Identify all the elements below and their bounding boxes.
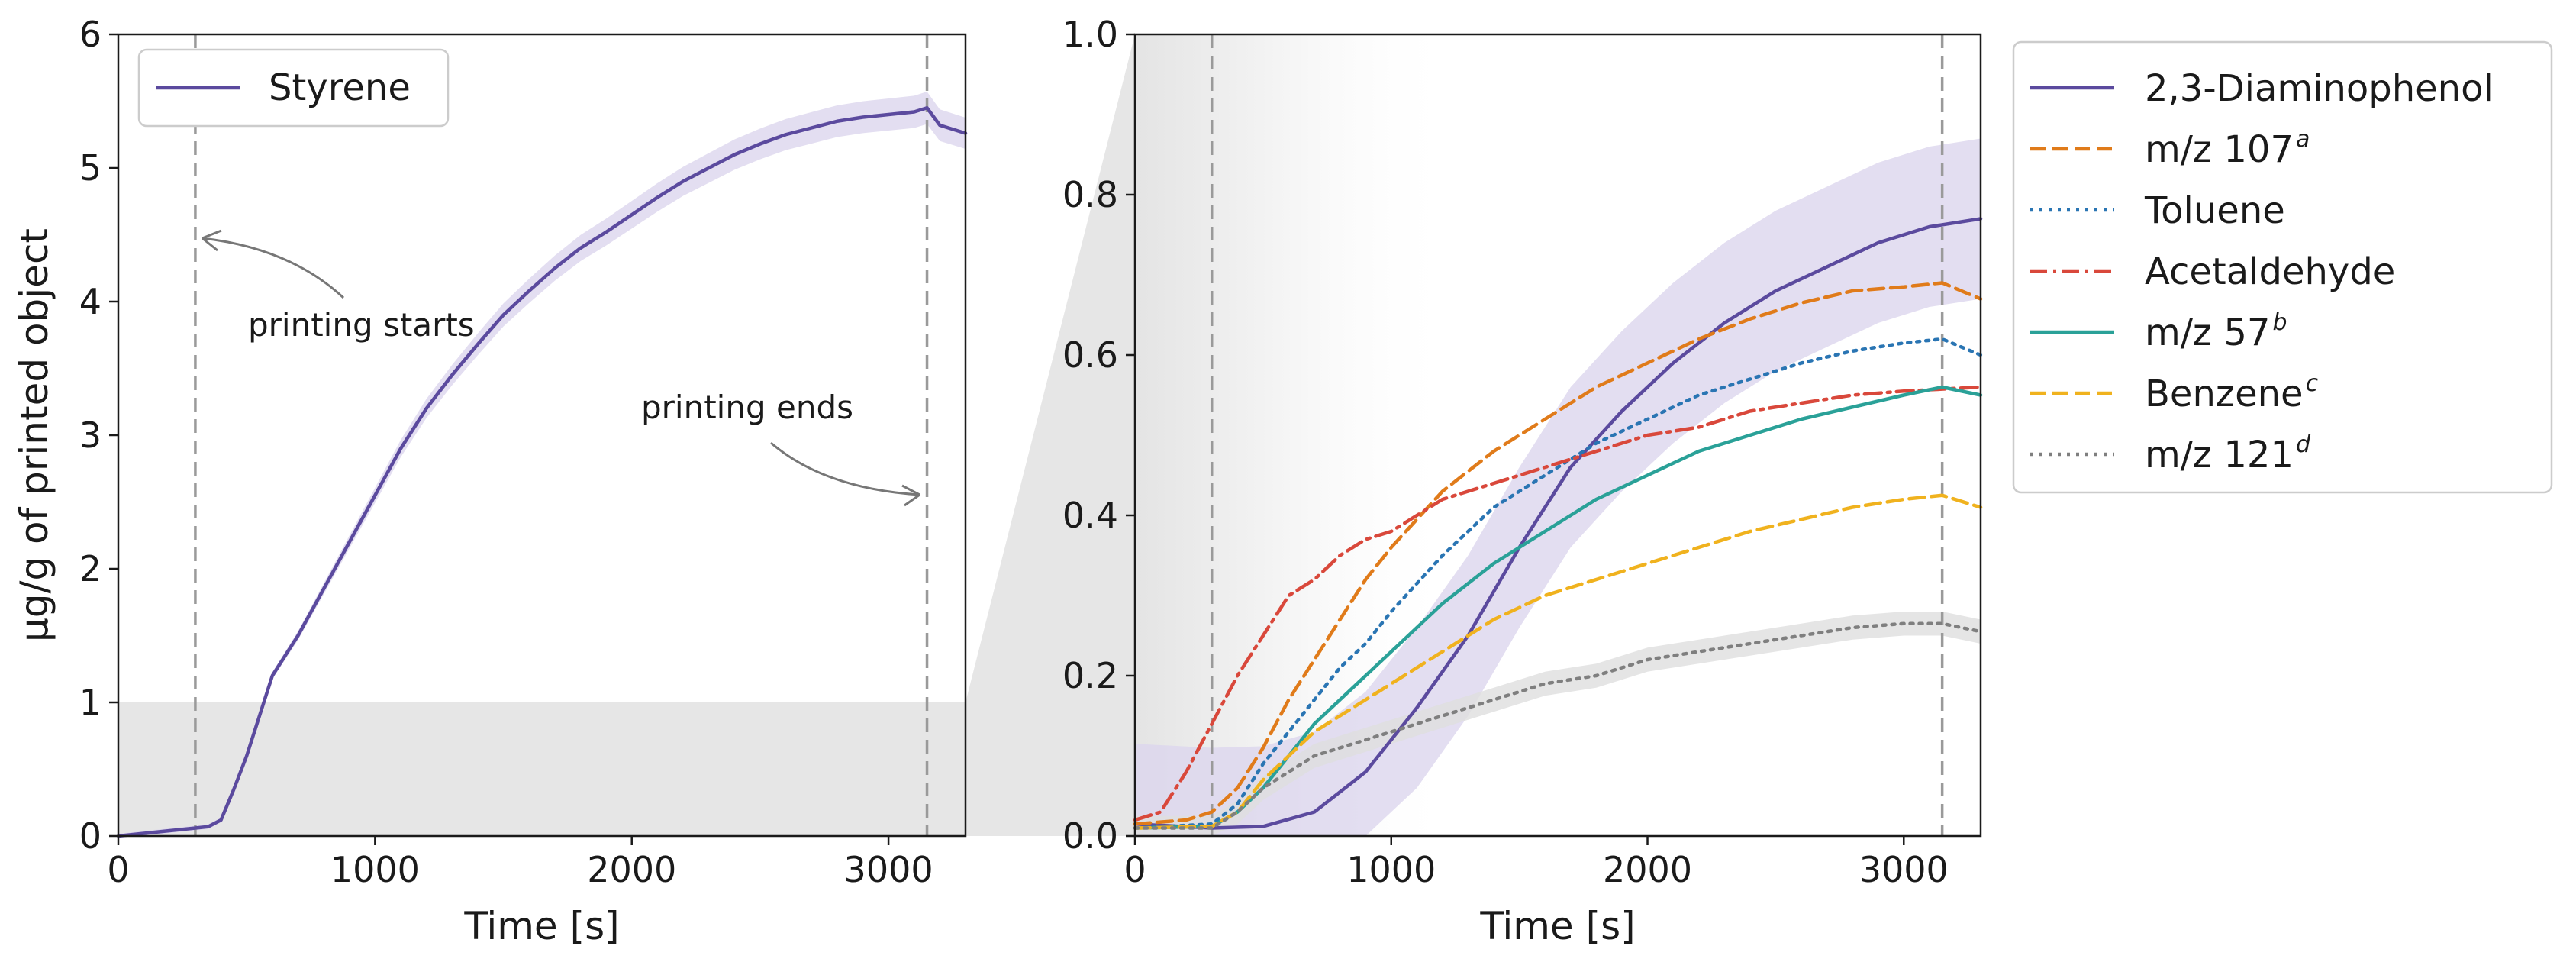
left-y-axis-label: µg/g of printed object [12,228,56,642]
band-m-z-121 [1135,612,1981,836]
legend-label-toluene: Toluene [2144,189,2285,232]
right-legend-items: 2,3-Diaminophenol m/z 107 a Toluene Acetalde… [2030,67,2494,476]
right-x-tick-label-1000: 1000 [1346,849,1436,890]
left-x-tick-label-1000: 1000 [330,849,420,890]
legend-label-main-m-z-107: m/z 107 [2145,128,2294,171]
left-xticks: 0 1000 2000 3000 [107,836,933,890]
legend-label-benzene: Benzene c [2145,370,2319,415]
annotation-printing-starts: printing starts [202,229,475,344]
series-line-m-z-107 [1133,281,1983,826]
right-x-tick-label-3000: 3000 [1859,849,1949,890]
legend-label-styrene: Styrene [269,66,411,109]
series-line-m-z-57 [1133,385,1983,830]
right-y-tick-label-0-8: 0.8 [1062,174,1118,215]
left-y-tick-label-3: 3 [79,415,102,456]
left-legend: Styrene [137,48,450,128]
zoom-connector [966,34,1135,836]
left-y-tick-label-1: 1 [79,682,102,723]
series-line-acetaldehyde [1133,385,1983,822]
left-x-tick-label-0: 0 [107,849,129,890]
series-line-2-3-diaminophenol [1133,217,1983,830]
annotation-printing-starts-text: printing starts [248,306,475,344]
left-yticks: 0 1 2 3 4 5 6 [79,14,118,857]
left-series [116,106,968,838]
right-x-tick-label-0: 0 [1124,849,1146,890]
left-x-axis-label: Time [s] [463,904,619,948]
right-axes-frame [1133,33,1982,838]
annotation-printing-ends: printing ends [641,389,920,507]
left-y-tick-label-6: 6 [79,14,102,55]
legend-label-main-acetaldehyde: Acetaldehyde [2145,250,2395,293]
legend-label-sup-m-z-107: a [2296,126,2310,153]
left-panel: 0 1000 2000 3000 0 1 2 3 4 5 6 Time [s] µg/g of p… [12,14,968,948]
right-legend-box [2012,40,2553,494]
left-y-tick-label-0: 0 [79,815,102,857]
legend-label-2-3-diaminophenol: 2,3-Diaminophenol [2145,67,2494,110]
legend-label-m-z-57: m/z 57 b [2145,309,2287,354]
series-line-benzene [1133,493,1983,830]
series-line-styrene [116,106,968,838]
annotation-printing-ends-arrow [770,441,920,496]
right-y-tick-label-1: 1.0 [1062,14,1118,55]
legend-label-sup-benzene: c [2306,370,2319,397]
right-vlines [1210,34,1944,836]
legend-label-main-2-3-diaminophenol: 2,3-Diaminophenol [2145,67,2494,110]
legend-label-acetaldehyde: Acetaldehyde [2145,250,2395,293]
right-y-tick-label-0-2: 0.2 [1062,655,1118,696]
right-xticks: 0 1000 2000 3000 [1124,836,1949,890]
right-legend: 2,3-Diaminophenol m/z 107 a Toluene Acetalde… [2012,40,2553,494]
right-x-tick-label-2000: 2000 [1603,849,1692,890]
right-y-tick-label-0: 0.0 [1062,815,1118,857]
left-highlight-region [118,702,966,836]
left-y-tick-label-5: 5 [79,147,102,189]
left-x-tick-label-3000: 3000 [844,849,933,890]
annotation-printing-starts-arrowhead [202,229,222,252]
left-y-tick-label-4: 4 [79,281,102,322]
legend-label-sup-m-z-121: d [2296,431,2311,458]
legend-label-m-z-121: m/z 121 d [2145,431,2311,476]
left-legend-box [137,48,450,128]
legend-label-m-z-107: m/z 107 a [2145,126,2310,171]
series-line-toluene [1133,337,1983,830]
left-y-tick-label-2: 2 [79,548,102,589]
legend-label-main-m-z-121: m/z 121 [2145,434,2294,476]
right-yticks: 0.0 0.2 0.4 0.6 0.8 1.0 [1062,14,1135,857]
right-y-tick-label-0-6: 0.6 [1062,334,1118,376]
legend-label-sup-m-z-57: b [2272,309,2287,336]
legend-label-main-m-z-57: m/z 57 [2145,312,2270,354]
annotation-printing-ends-arrowhead [901,484,920,507]
right-panel: 0 1000 2000 3000 0.0 0.2 0.4 0.6 0.8 1.0 Time [s… [1062,14,1983,948]
right-y-tick-label-0-4: 0.4 [1062,495,1118,536]
legend-label-main-toluene: Toluene [2144,189,2285,232]
left-vlines [194,34,929,836]
annotation-printing-ends-text: printing ends [641,389,853,426]
left-x-tick-label-2000: 2000 [587,849,676,890]
right-series [1133,217,1983,830]
legend-label-main-benzene: Benzene [2145,373,2304,415]
right-x-axis-label: Time [s] [1479,904,1635,948]
annotation-printing-starts-arrow [202,237,345,299]
